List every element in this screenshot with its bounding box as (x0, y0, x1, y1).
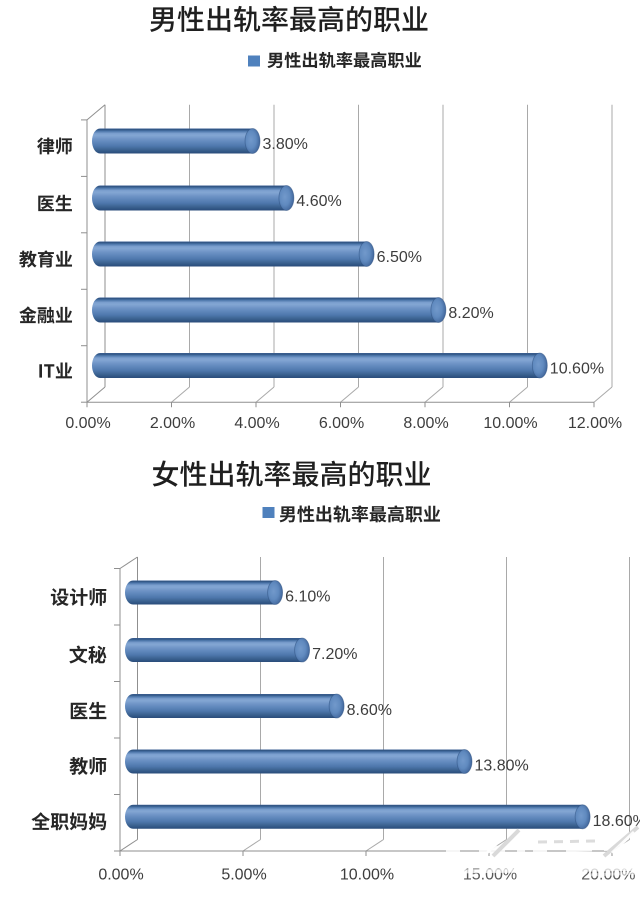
svg-text:10.00%: 10.00% (483, 415, 537, 432)
svg-text:12.00%: 12.00% (568, 415, 622, 432)
svg-text:10.60%: 10.60% (550, 361, 604, 378)
svg-text:2.00%: 2.00% (150, 415, 195, 432)
svg-text:6.00%: 6.00% (319, 415, 364, 432)
svg-text:8.60%: 8.60% (347, 702, 392, 719)
svg-text:8.20%: 8.20% (448, 305, 493, 322)
svg-text:10.00%: 10.00% (340, 867, 394, 884)
svg-text:4.00%: 4.00% (234, 415, 279, 432)
svg-text:6.10%: 6.10% (285, 589, 330, 606)
svg-text:3.80%: 3.80% (263, 136, 308, 153)
svg-text:0.00%: 0.00% (98, 867, 143, 884)
svg-text:7.20%: 7.20% (312, 646, 357, 663)
svg-text:13.80%: 13.80% (475, 758, 529, 775)
svg-text:4.60%: 4.60% (296, 193, 341, 210)
svg-text:5.00%: 5.00% (221, 867, 266, 884)
svg-text:6.50%: 6.50% (377, 249, 422, 266)
svg-text:0.00%: 0.00% (65, 415, 110, 432)
svg-text:18.60%: 18.60% (593, 813, 640, 830)
svg-text:8.00%: 8.00% (403, 415, 448, 432)
